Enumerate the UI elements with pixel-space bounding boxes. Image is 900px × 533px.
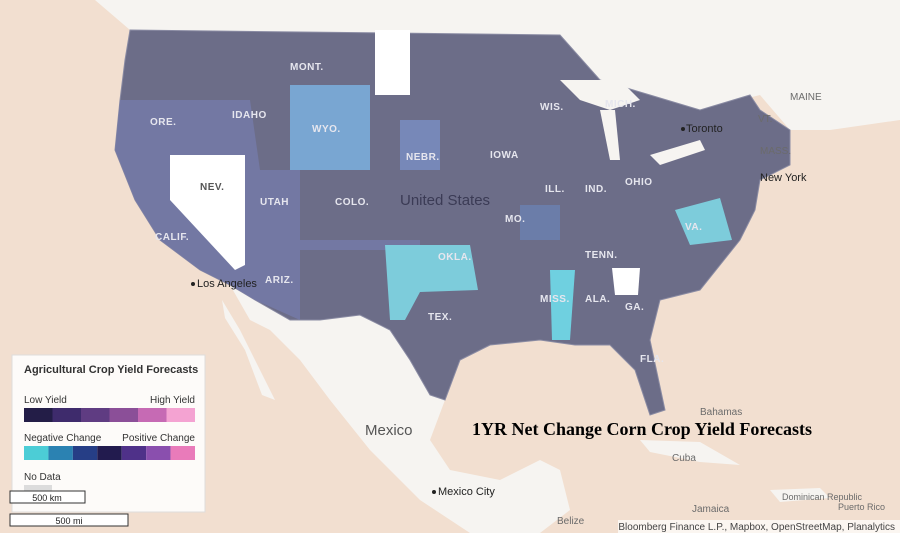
- place-label: IDAHO: [232, 110, 267, 121]
- city-dot: [432, 490, 436, 494]
- place-label: IND.: [585, 184, 607, 195]
- scale-label: 500 mi: [55, 516, 82, 526]
- nevada-no-data: [170, 155, 245, 270]
- scale-bar: 500 km 500 mi: [9, 490, 129, 527]
- legend-label: Positive Change: [122, 433, 195, 444]
- attribution: Bloomberg Finance L.P., Mapbox, OpenStre…: [618, 522, 895, 533]
- legend-label: Negative Change: [24, 433, 102, 444]
- place-label: WIS.: [540, 102, 564, 113]
- place-label: UTAH: [260, 197, 289, 208]
- place-label: United States: [400, 192, 490, 209]
- legend-swatch: [24, 446, 49, 460]
- nd-no-data: [375, 30, 410, 95]
- legend-swatch: [138, 408, 167, 422]
- place-label: MO.: [505, 214, 525, 225]
- place-label: ARIZ.: [265, 275, 294, 286]
- place-label: TENN.: [585, 250, 618, 261]
- virginia-region: [675, 198, 732, 245]
- legend-swatch: [166, 408, 195, 422]
- place-label: MAINE: [790, 92, 822, 103]
- baja: [222, 300, 275, 400]
- place-label: Jamaica: [692, 504, 730, 515]
- city-dot: [681, 127, 685, 131]
- scale-mi: [9, 513, 129, 527]
- place-label: Toronto: [686, 123, 723, 135]
- place-label: New York: [760, 172, 807, 184]
- oklahoma-region: [385, 245, 478, 320]
- legend-swatch: [170, 446, 195, 460]
- place-label: Mexico: [365, 422, 413, 439]
- place-label: IOWA: [490, 150, 519, 161]
- legend-swatch: [48, 446, 73, 460]
- place-label: ILL.: [545, 184, 565, 195]
- hispaniola: [770, 488, 830, 502]
- legend-swatch: [121, 446, 147, 460]
- place-label: MISS.: [540, 294, 570, 305]
- place-label: MICH.: [605, 99, 636, 110]
- legend-swatch: [24, 485, 52, 491]
- place-label: GA.: [625, 302, 644, 313]
- legend-title: Agricultural Crop Yield Forecasts: [24, 364, 198, 376]
- place-label: Dominican Republic: [782, 492, 863, 502]
- place-label: ALA.: [585, 294, 610, 305]
- place-label: Mexico City: [438, 486, 495, 498]
- place-label: Puerto Rico: [838, 502, 885, 512]
- wyoming-region: [290, 85, 370, 170]
- place-label: Bahamas: [700, 407, 742, 418]
- place-label: WYO.: [312, 124, 341, 135]
- legend-swatch: [146, 446, 171, 460]
- legend-label: Low Yield: [24, 395, 67, 406]
- place-label: Los Angeles: [197, 278, 257, 290]
- city-dot: [191, 282, 195, 286]
- place-label: OHIO: [625, 177, 653, 188]
- place-labels: MONT. ORE. IDAHO WYO. NEV. UTAH COLO. CA…: [150, 62, 885, 527]
- place-label: FLA.: [640, 354, 664, 365]
- nebraska-region: [400, 120, 440, 170]
- place-label: MONT.: [290, 62, 324, 73]
- legend-swatch: [52, 408, 81, 422]
- place-label: TEX.: [428, 312, 452, 323]
- missouri-region: [520, 205, 560, 240]
- mexico: [230, 285, 570, 533]
- legend-swatch: [109, 408, 138, 422]
- scale-km: [9, 490, 86, 504]
- scale-label: 500 km: [32, 493, 62, 503]
- place-label: VT.: [758, 114, 772, 125]
- legend: Agricultural Crop Yield Forecasts Low Yi…: [11, 354, 206, 513]
- place-label: ORE.: [150, 117, 176, 128]
- legend-swatch: [24, 408, 53, 422]
- place-label: NEBR.: [406, 152, 440, 163]
- place-label: Cuba: [672, 453, 696, 464]
- place-label: OKLA.: [438, 252, 472, 263]
- legend-swatch: [97, 446, 122, 460]
- place-label: COLO.: [335, 197, 369, 208]
- place-label: NEV.: [200, 182, 224, 193]
- lake: [560, 80, 640, 110]
- georgia-no-data: [612, 268, 640, 295]
- lake: [650, 140, 705, 165]
- map-title: 1YR Net Change Corn Crop Yield Forecasts: [472, 419, 812, 439]
- legend-label: High Yield: [150, 395, 195, 406]
- place-label: MASS.: [760, 146, 791, 157]
- legend-label: No Data: [24, 472, 61, 483]
- attribution-bg: [618, 520, 900, 533]
- legend-swatch: [72, 446, 98, 460]
- cuba: [640, 440, 740, 465]
- lake: [600, 110, 620, 160]
- place-label: Belize: [557, 516, 585, 527]
- canada: [60, 0, 900, 130]
- mississippi-region: [550, 270, 575, 340]
- legend-swatch: [81, 408, 110, 422]
- place-label: VA.: [685, 222, 702, 233]
- place-label: CALIF.: [155, 232, 189, 243]
